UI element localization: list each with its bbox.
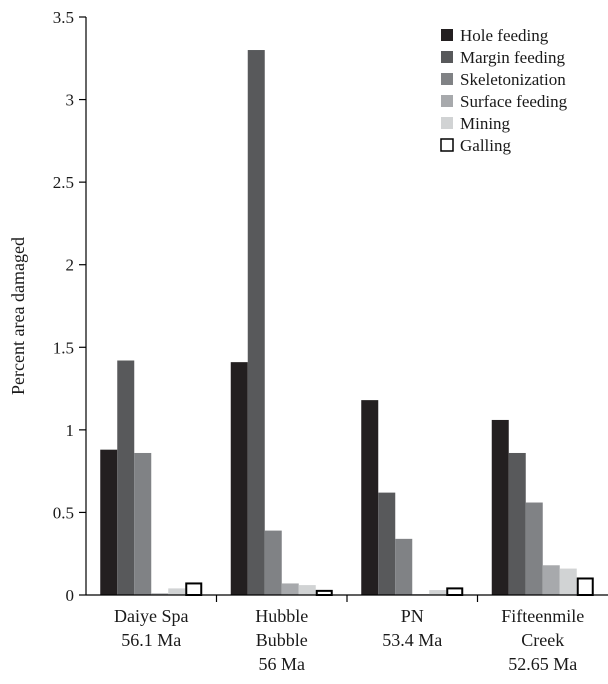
y-tick-label: 2.5 xyxy=(53,173,74,192)
y-tick-label: 2 xyxy=(66,256,75,275)
legend-swatch xyxy=(441,29,453,41)
bar xyxy=(185,582,203,597)
x-category-label: 56 Ma xyxy=(259,654,306,674)
x-category-label: PN xyxy=(401,606,424,626)
bar xyxy=(264,530,282,595)
legend-swatch xyxy=(441,51,453,63)
bar xyxy=(446,587,464,597)
x-category-label: Bubble xyxy=(256,630,308,650)
bar xyxy=(168,588,186,595)
plot-area xyxy=(100,50,594,597)
legend-swatch xyxy=(441,95,453,107)
y-tick-label: 1.5 xyxy=(53,338,74,357)
x-category-label: Daiye Spa xyxy=(114,606,188,626)
bar xyxy=(298,585,316,595)
bar xyxy=(542,565,560,595)
y-tick-label: 3 xyxy=(66,91,75,110)
x-category-label: 52.65 Ma xyxy=(508,654,577,674)
bar xyxy=(559,568,577,595)
legend-label: Galling xyxy=(460,136,511,155)
y-axis-ticks: 0 0.5 1 1.5 2 2.5 3 3.5 xyxy=(53,8,86,605)
bar xyxy=(100,449,118,595)
bar xyxy=(281,583,299,595)
bar xyxy=(315,589,333,596)
bar xyxy=(134,452,152,595)
legend: Hole feeding Margin feeding Skeletonizatio… xyxy=(440,26,568,155)
bar xyxy=(378,492,396,595)
bar xyxy=(429,590,447,595)
y-tick-label: 1 xyxy=(66,421,75,440)
bar xyxy=(117,360,135,595)
x-category-label: 56.1 Ma xyxy=(121,630,181,650)
bar xyxy=(361,400,379,595)
x-axis-categories: Daiye Spa 56.1 Ma Hubble Bubble 56 Ma PN 53.4 … xyxy=(114,595,584,674)
bar xyxy=(525,502,543,595)
x-category-label: 53.4 Ma xyxy=(382,630,442,650)
legend-swatch xyxy=(441,73,453,85)
y-tick-label: 0 xyxy=(66,586,75,605)
x-category-label: Creek xyxy=(521,630,564,650)
x-category-label: Fifteenmile xyxy=(501,606,584,626)
bar xyxy=(508,452,526,595)
bar xyxy=(491,419,509,595)
bar xyxy=(230,362,248,595)
legend-label: Margin feeding xyxy=(460,48,565,67)
legend-label: Skeletonization xyxy=(460,70,566,89)
legend-swatch xyxy=(440,138,454,152)
bar xyxy=(576,577,594,597)
y-tick-label: 0.5 xyxy=(53,503,74,522)
y-axis-title: Percent area damaged xyxy=(8,237,28,395)
legend-label: Mining xyxy=(460,114,511,133)
x-category-label: Hubble xyxy=(255,606,308,626)
legend-label: Hole feeding xyxy=(460,26,549,45)
legend-label: Surface feeding xyxy=(460,92,568,111)
y-tick-label: 3.5 xyxy=(53,8,74,27)
legend-swatch xyxy=(441,117,453,129)
bar xyxy=(151,593,169,595)
bar xyxy=(247,50,265,596)
bar xyxy=(395,538,413,595)
